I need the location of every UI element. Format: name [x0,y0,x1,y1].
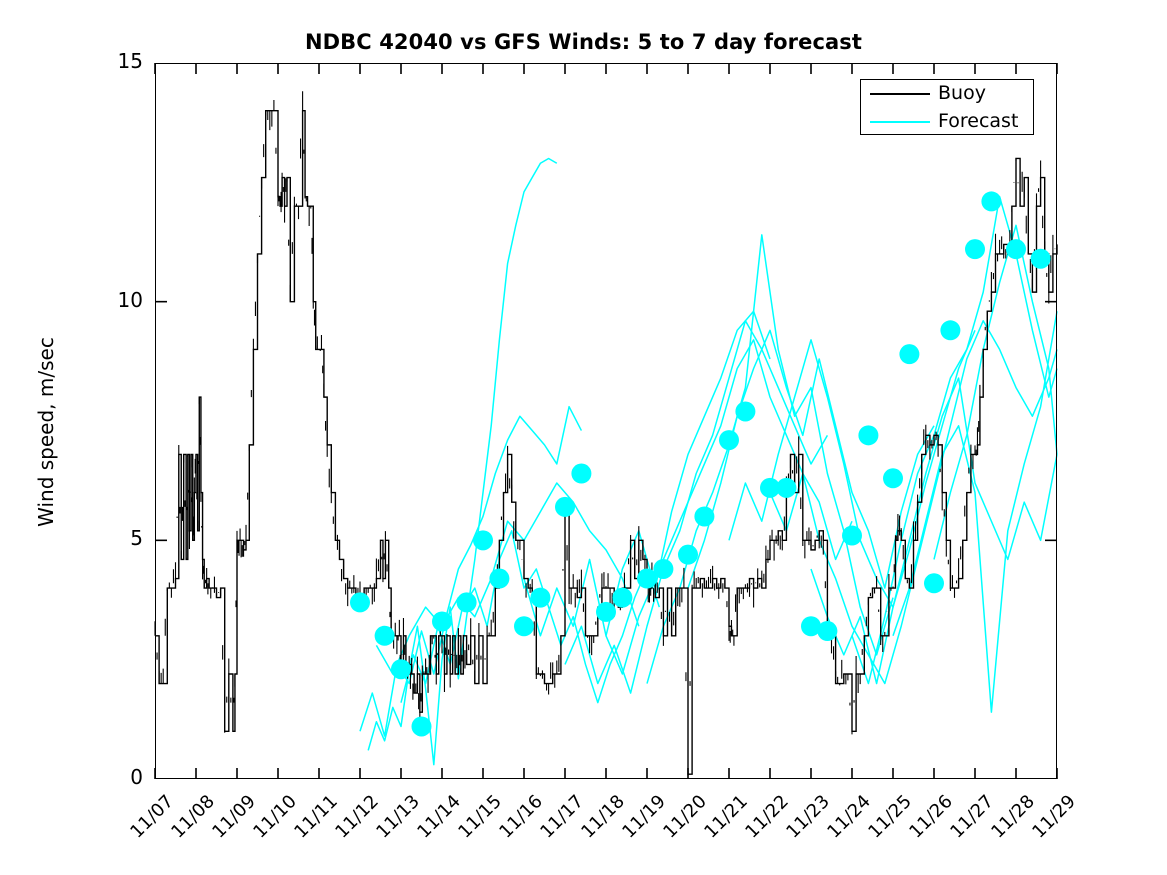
chart-canvas [154,63,1058,779]
legend-label: Forecast [938,110,1019,132]
y-axis-label: Wind speed, m/sec [34,337,58,527]
legend-label: Buoy [938,82,986,104]
plot-frame [155,63,1057,779]
forecast-series-lines [359,157,1058,766]
y-tick-label: 5 [130,526,143,551]
forecast-marker-points [350,191,1051,737]
page-title: NDBC 42040 vs GFS Winds: 5 to 7 day fore… [304,30,863,54]
legend-line-swatch [870,121,930,124]
legend: Buoy Forecast [860,79,1034,135]
legend-item: Buoy [861,80,1035,108]
plot-area [154,63,1058,779]
y-tick-label: 0 [130,765,143,789]
y-tick-label: 10 [117,287,143,312]
legend-item: Forecast [861,108,1035,136]
legend-line-swatch [870,93,930,96]
y-tick-label: 15 [117,49,143,73]
